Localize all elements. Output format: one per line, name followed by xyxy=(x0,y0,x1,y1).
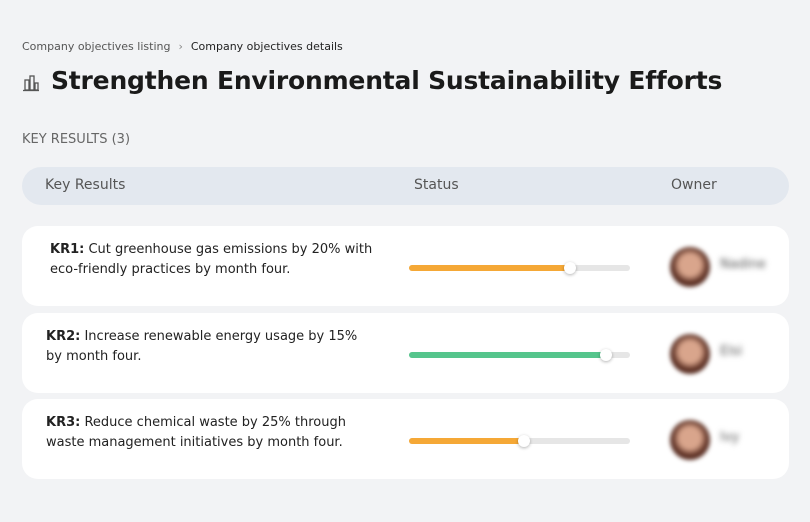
column-header: Owner xyxy=(671,177,717,193)
key-result-row: KR1: Cut greenhouse gas emissions by 20%… xyxy=(22,226,789,306)
owner-avatar xyxy=(670,247,710,287)
owner-avatar xyxy=(670,334,710,374)
owner-name: Elsi xyxy=(720,344,743,359)
owner-name: Ivy xyxy=(720,430,740,445)
key-result-id: KR2: xyxy=(46,329,81,344)
key-result-text: KR3: Reduce chemical waste by 25% throug… xyxy=(46,413,376,453)
table-header: Key Results Status Owner xyxy=(22,167,789,205)
key-result-id: KR1: xyxy=(50,242,85,257)
key-result-description: Cut greenhouse gas emissions by 20% with… xyxy=(50,242,373,277)
key-result-text: KR2: Increase renewable energy usage by … xyxy=(46,327,376,367)
owner-name: Nadine xyxy=(720,257,766,272)
progress-knob xyxy=(517,435,530,447)
owner-avatar xyxy=(670,420,710,460)
key-result-id: KR3: xyxy=(46,415,81,430)
progress-track xyxy=(409,262,630,274)
breadcrumb-link[interactable]: Company objectives listing xyxy=(22,40,171,53)
key-result-description: Increase renewable energy usage by 15% b… xyxy=(46,329,358,364)
key-result-row: KR2: Increase renewable energy usage by … xyxy=(22,313,789,393)
breadcrumb-current: Company objectives details xyxy=(190,40,343,53)
key-result-row: KR3: Reduce chemical waste by 25% throug… xyxy=(22,399,789,479)
progress-track xyxy=(409,349,630,361)
progress-fill xyxy=(409,265,571,271)
progress-knob xyxy=(599,349,612,361)
section-label: KEY RESULTS (3) xyxy=(22,132,131,147)
column-header: Key Results xyxy=(45,177,126,193)
objective-icon xyxy=(23,75,39,92)
progress-knob xyxy=(564,262,577,274)
key-result-description: Reduce chemical waste by 25% through was… xyxy=(46,415,346,450)
column-header: Status xyxy=(414,177,459,193)
progress-fill xyxy=(409,438,524,444)
key-result-text: KR1: Cut greenhouse gas emissions by 20%… xyxy=(50,240,380,280)
progress-track xyxy=(409,435,630,447)
page-title: Strengthen Environmental Sustainability … xyxy=(51,66,723,95)
progress-fill xyxy=(409,352,606,358)
breadcrumb: Company objectives listing › Company objec… xyxy=(22,40,343,53)
